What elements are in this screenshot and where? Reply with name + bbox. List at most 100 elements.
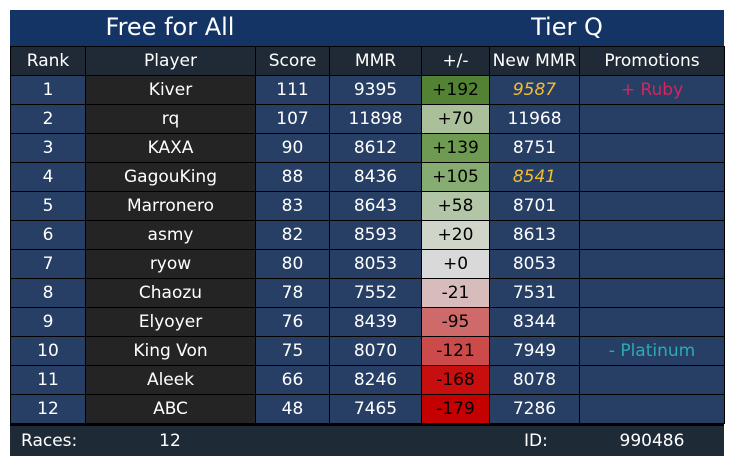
new-mmr-cell: 8053 — [489, 249, 580, 279]
new-mmr-cell: 8613 — [489, 220, 580, 250]
player-cell: KAXA — [85, 133, 256, 163]
promotion-cell — [579, 133, 725, 163]
table-row: 1 Kiver 111 9395 +192 9587 + Ruby — [10, 75, 725, 105]
promotion-cell — [579, 307, 725, 337]
title-bar: Free for All Tier Q — [10, 10, 724, 46]
rank-cell: 12 — [10, 394, 86, 424]
player-cell: Aleek — [85, 365, 256, 395]
id-value: 990486 — [619, 431, 685, 451]
promotion-cell — [579, 220, 725, 250]
table-row: 9 Elyoyer 76 8439 -95 8344 — [10, 307, 725, 337]
mmr-cell: 9395 — [329, 75, 422, 105]
races-label: Races: — [21, 431, 78, 451]
table-row: 6 asmy 82 8593 +20 8613 — [10, 220, 725, 250]
promotion-cell — [579, 365, 725, 395]
column-header-score: Score — [255, 46, 330, 76]
new-mmr-cell: 8344 — [489, 307, 580, 337]
score-cell: 82 — [255, 220, 330, 250]
delta-cell: -168 — [421, 365, 490, 395]
column-header-mmr: MMR — [329, 46, 422, 76]
rank-cell: 7 — [10, 249, 86, 279]
table-row: 3 KAXA 90 8612 +139 8751 — [10, 133, 725, 163]
results-table: Rank Player Score MMR +/- New MMR Promot… — [10, 46, 725, 424]
delta-cell: -95 — [421, 307, 490, 337]
table-row: 2 rq 107 11898 +70 11968 — [10, 104, 725, 134]
delta-cell: +105 — [421, 162, 490, 192]
table-row: 8 Chaozu 78 7552 -21 7531 — [10, 278, 725, 308]
mmr-cell: 8246 — [329, 365, 422, 395]
rank-cell: 10 — [10, 336, 86, 366]
delta-cell: -179 — [421, 394, 490, 424]
score-cell: 111 — [255, 75, 330, 105]
delta-cell: -21 — [421, 278, 490, 308]
rank-cell: 4 — [10, 162, 86, 192]
promotion-cell: + Ruby — [579, 75, 725, 105]
rank-cell: 8 — [10, 278, 86, 308]
player-cell: asmy — [85, 220, 256, 250]
new-mmr-cell: 7286 — [489, 394, 580, 424]
player-cell: rq — [85, 104, 256, 134]
score-cell: 78 — [255, 278, 330, 308]
new-mmr-cell: 8078 — [489, 365, 580, 395]
new-mmr-cell: 8701 — [489, 191, 580, 221]
delta-cell: +20 — [421, 220, 490, 250]
promotion-cell — [579, 191, 725, 221]
mmr-cell: 8439 — [329, 307, 422, 337]
delta-cell: +0 — [421, 249, 490, 279]
scoreboard: Free for All Tier Q Rank Player Score MM… — [10, 10, 725, 456]
score-cell: 90 — [255, 133, 330, 163]
score-cell: 107 — [255, 104, 330, 134]
player-cell: Marronero — [85, 191, 256, 221]
rank-cell: 2 — [10, 104, 86, 134]
new-mmr-cell: 7531 — [489, 278, 580, 308]
table-row: 5 Marronero 83 8643 +58 8701 — [10, 191, 725, 221]
player-cell: Elyoyer — [85, 307, 256, 337]
promotion-cell — [579, 104, 725, 134]
races-value: 12 — [159, 431, 181, 451]
rank-cell: 6 — [10, 220, 86, 250]
new-mmr-cell: 8541 — [489, 162, 580, 192]
delta-cell: +58 — [421, 191, 490, 221]
column-header-player: Player — [85, 46, 256, 76]
footer: Races: 12 ID: 990486 — [10, 426, 724, 456]
table-row: 7 ryow 80 8053 +0 8053 — [10, 249, 725, 279]
column-header-promotions: Promotions — [579, 46, 725, 76]
column-header-new-mmr: New MMR — [489, 46, 580, 76]
player-cell: Chaozu — [85, 278, 256, 308]
mode-title: Free for All — [105, 13, 235, 41]
mmr-cell: 8053 — [329, 249, 422, 279]
player-cell: ryow — [85, 249, 256, 279]
tier-title: Tier Q — [531, 13, 603, 41]
mmr-cell: 8070 — [329, 336, 422, 366]
mmr-cell: 8593 — [329, 220, 422, 250]
table-row: 4 GagouKing 88 8436 +105 8541 — [10, 162, 725, 192]
player-cell: Kiver — [85, 75, 256, 105]
delta-cell: +70 — [421, 104, 490, 134]
promotion-cell — [579, 249, 725, 279]
rank-cell: 5 — [10, 191, 86, 221]
delta-cell: -121 — [421, 336, 490, 366]
rank-cell: 3 — [10, 133, 86, 163]
new-mmr-cell: 11968 — [489, 104, 580, 134]
score-cell: 76 — [255, 307, 330, 337]
rank-cell: 9 — [10, 307, 86, 337]
mmr-cell: 8643 — [329, 191, 422, 221]
table-row: 12 ABC 48 7465 -179 7286 — [10, 394, 725, 424]
promotion-cell: - Platinum — [579, 336, 725, 366]
id-label: ID: — [524, 431, 548, 451]
table-row: 10 King Von 75 8070 -121 7949- Platinum — [10, 336, 725, 366]
new-mmr-cell: 7949 — [489, 336, 580, 366]
score-cell: 48 — [255, 394, 330, 424]
new-mmr-cell: 8751 — [489, 133, 580, 163]
header-row: Rank Player Score MMR +/- New MMR Promot… — [10, 46, 725, 76]
score-cell: 80 — [255, 249, 330, 279]
rank-cell: 11 — [10, 365, 86, 395]
delta-cell: +192 — [421, 75, 490, 105]
score-cell: 83 — [255, 191, 330, 221]
player-cell: ABC — [85, 394, 256, 424]
new-mmr-cell: 9587 — [489, 75, 580, 105]
promotion-cell — [579, 394, 725, 424]
promotion-cell — [579, 278, 725, 308]
player-cell: GagouKing — [85, 162, 256, 192]
table-row: 11 Aleek 66 8246 -168 8078 — [10, 365, 725, 395]
